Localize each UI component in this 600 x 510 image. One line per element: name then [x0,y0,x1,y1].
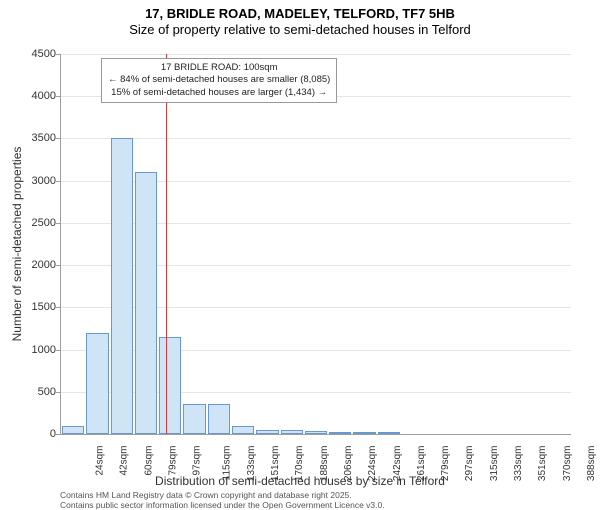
footnote-line2: Contains public sector information licen… [60,500,385,510]
xtick-label: 333sqm [513,446,524,482]
histogram-bar [378,432,400,434]
xtick-label: 242sqm [392,446,403,482]
annotation-box: 17 BRIDLE ROAD: 100sqm ← 84% of semi-det… [101,58,337,103]
xtick-label: 42sqm [119,446,130,476]
annotation-line1: 17 BRIDLE ROAD: 100sqm [108,62,330,74]
histogram-bar [86,333,108,434]
ytick-label: 500 [6,386,56,398]
ytick-mark [56,434,61,435]
histogram-bar [159,337,181,434]
xtick-label: 24sqm [95,446,106,476]
xtick-label: 279sqm [440,446,451,482]
annotation-line2: ← 84% of semi-detached houses are smalle… [108,74,330,86]
histogram-bar [135,172,157,434]
xtick-label: 60sqm [143,446,154,476]
ytick-label: 2000 [6,259,56,271]
xtick-label: 315sqm [489,446,500,482]
ytick-mark [56,138,61,139]
histogram-bar [111,138,133,434]
histogram-bar [232,426,254,434]
ytick-label: 0 [6,428,56,440]
xtick-label: 297sqm [465,446,476,482]
xtick-label: 188sqm [319,446,330,482]
xtick-label: 97sqm [192,446,203,476]
histogram-bar [305,431,327,434]
ytick-mark [56,350,61,351]
ytick-label: 1500 [6,301,56,313]
ytick-mark [56,392,61,393]
reference-line [166,54,167,434]
xtick-label: 151sqm [270,446,281,482]
ytick-label: 3000 [6,175,56,187]
ytick-label: 3500 [6,132,56,144]
histogram-bar [329,432,351,434]
xtick-label: 79sqm [168,446,179,476]
ytick-mark [56,223,61,224]
ytick-mark [56,181,61,182]
histogram-bar [281,430,303,434]
xtick-label: 261sqm [416,446,427,482]
footnote: Contains HM Land Registry data © Crown c… [60,490,385,510]
plot-area: 17 BRIDLE ROAD: 100sqm ← 84% of semi-det… [60,54,571,435]
xtick-label: 370sqm [562,446,573,482]
xtick-label: 133sqm [246,446,257,482]
xtick-label: 206sqm [343,446,354,482]
chart-title: 17, BRIDLE ROAD, MADELEY, TELFORD, TF7 5… [0,6,600,39]
ytick-label: 4500 [6,48,56,60]
ytick-label: 4000 [6,90,56,102]
xtick-label: 115sqm [221,446,232,481]
ytick-mark [56,265,61,266]
xtick-label: 170sqm [295,446,306,482]
histogram-bar [62,426,84,434]
title-line1: 17, BRIDLE ROAD, MADELEY, TELFORD, TF7 5… [0,6,600,22]
histogram-bar [183,404,205,434]
xtick-label: 224sqm [367,446,378,482]
ytick-label: 2500 [6,217,56,229]
title-line2: Size of property relative to semi-detach… [0,22,600,38]
gridline [61,54,571,55]
footnote-line1: Contains HM Land Registry data © Crown c… [60,490,385,500]
histogram-bar [256,430,278,434]
gridline [61,138,571,139]
ytick-mark [56,54,61,55]
annotation-line3: 15% of semi-detached houses are larger (… [108,87,330,99]
ytick-mark [56,96,61,97]
xtick-label: 388sqm [586,446,597,482]
histogram-bar [208,404,230,434]
histogram-bar [353,432,375,434]
ytick-label: 1000 [6,344,56,356]
ytick-mark [56,307,61,308]
xtick-label: 351sqm [537,446,548,482]
